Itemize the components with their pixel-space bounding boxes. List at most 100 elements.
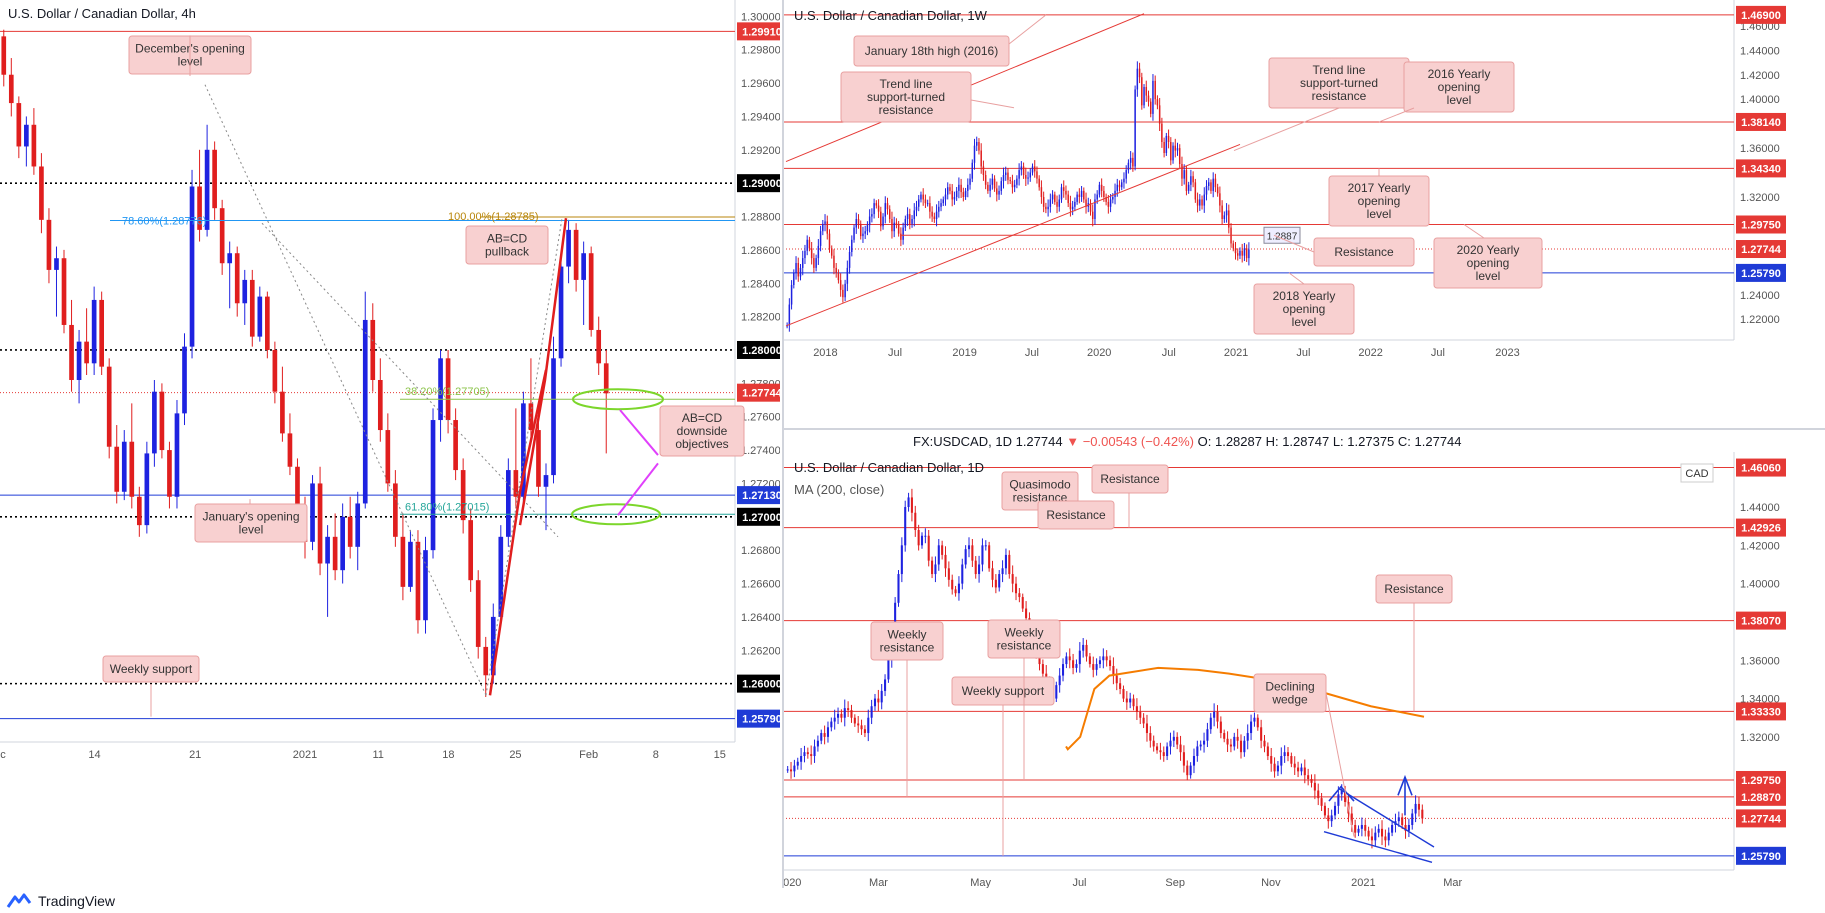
candle-body (1036, 171, 1038, 179)
level-label-bg (1736, 787, 1786, 806)
chart-1d-panel[interactable]: 1.440001.420001.400001.380001.360001.340… (777, 452, 1825, 889)
candle-body (1246, 733, 1249, 741)
candle-body (46, 219, 52, 270)
candle-body (1141, 77, 1143, 106)
candle-body (1239, 740, 1243, 753)
level-label: 1.25790 (742, 714, 780, 726)
candle-body (1286, 752, 1290, 757)
candle-body (1174, 145, 1177, 151)
candle-body (888, 209, 891, 219)
candle-body (1038, 178, 1040, 188)
candle-body (840, 713, 843, 718)
candle-body (1276, 765, 1279, 772)
level-label: 1.27130 (742, 490, 780, 502)
candle-body (1120, 182, 1123, 188)
y-tick-label: 1.26600 (741, 579, 780, 591)
chart-1w-svg[interactable]: 1.460001.440001.420001.400001.380001.360… (784, 0, 1825, 428)
candle-body (954, 589, 957, 594)
candle-body (1317, 790, 1320, 799)
chart-1w-panel[interactable]: 1.460001.440001.420001.400001.380001.360… (784, 0, 1825, 428)
candle-body (347, 516, 353, 547)
candle-body (31, 124, 37, 167)
candle-body (1387, 832, 1390, 841)
candle-body (1357, 828, 1360, 833)
info-symbol[interactable]: FX:USDCAD, 1D (913, 434, 1012, 449)
label-weekly-support-4h-box (102, 655, 200, 683)
info-low: L: 1.27375 (1332, 434, 1395, 449)
x-tick-label: Jul (1025, 347, 1039, 359)
candle-body (1189, 765, 1192, 776)
candle-body (212, 149, 217, 209)
candle-body (1060, 187, 1063, 200)
tradingview-logo-icon[interactable] (6, 891, 32, 911)
label-resistance-1-box (1091, 464, 1169, 494)
candle-body (1098, 184, 1101, 195)
candle-body (1076, 194, 1078, 202)
candle-body (1074, 201, 1076, 207)
callout-resistance-w (1273, 234, 1315, 253)
candle-body (1210, 182, 1212, 191)
chart-1d-svg[interactable]: 1.440001.420001.400001.380001.360001.340… (777, 452, 1825, 889)
callout-2016 (1378, 107, 1415, 123)
candle-body (99, 299, 105, 367)
label-abcd-objectives-box (659, 405, 745, 457)
candle-body (1127, 162, 1130, 171)
candle-body (1067, 194, 1069, 204)
candle-body (931, 560, 934, 575)
candle-body (1092, 664, 1095, 670)
candle-body (445, 358, 451, 421)
candle-body (1221, 205, 1223, 219)
y-tick-label: 1.29200 (741, 145, 780, 157)
y-tick-label: 1.28200 (741, 312, 780, 324)
candle-body (973, 145, 976, 163)
candle-body (1054, 194, 1056, 202)
candle-body (1031, 166, 1034, 173)
candle-body (408, 541, 413, 587)
candle-body (1096, 194, 1098, 200)
candle-body (1069, 203, 1072, 210)
candle-body (839, 280, 842, 290)
candle-body (788, 304, 791, 326)
candle-body (295, 466, 300, 514)
wedge-upper-line (1338, 787, 1435, 848)
chart-4h-svg[interactable]: 1.30000 1.29800 1.29600 1.29400 1.29200 1.290… (0, 0, 787, 761)
candle-body (355, 503, 361, 547)
candle-body (971, 162, 974, 179)
level-label: 1.29750 (1741, 775, 1781, 787)
target-ellipse-1 (572, 388, 664, 411)
tradingview-brand[interactable]: TradingView (38, 892, 116, 909)
candle-body (795, 263, 797, 273)
chart-4h-panel[interactable]: 1.30000 1.29800 1.29600 1.29400 1.29200 1.290… (0, 0, 787, 761)
candle-body (1056, 201, 1058, 207)
candle-body (884, 203, 887, 217)
candle-body (393, 483, 398, 537)
candle-body (280, 391, 285, 434)
label-abcd-objectives: downside (677, 424, 728, 438)
candle-body (1085, 199, 1087, 207)
candle-body (1367, 830, 1370, 837)
candle-body (810, 754, 813, 757)
candle-body (953, 197, 956, 200)
label-weekly-support-4h: Weekly support (110, 662, 193, 676)
candle-body (1109, 199, 1112, 207)
candle-body (438, 358, 443, 421)
candle-body (1192, 756, 1196, 766)
label-2016-open: opening (1438, 80, 1481, 94)
candle-body (242, 279, 248, 304)
candle-body (1377, 828, 1380, 833)
level-label-bg (1736, 159, 1786, 178)
candle-body (1107, 201, 1110, 207)
x-tick-label: Jul (1162, 347, 1176, 359)
candle-body (967, 545, 971, 550)
candle-body (1049, 199, 1052, 207)
y-tick-label: 1.32000 (1740, 192, 1780, 204)
candle-body (1236, 736, 1239, 741)
candle-body (1008, 554, 1011, 575)
y-tick-label: 1.42000 (1740, 540, 1780, 552)
candle-body (1112, 666, 1115, 676)
candle-body (1129, 698, 1132, 703)
candle-body (877, 205, 880, 212)
candle-body (988, 545, 991, 569)
candle-body (1041, 664, 1044, 674)
ma-legend[interactable]: MA (200, close) (794, 482, 885, 497)
